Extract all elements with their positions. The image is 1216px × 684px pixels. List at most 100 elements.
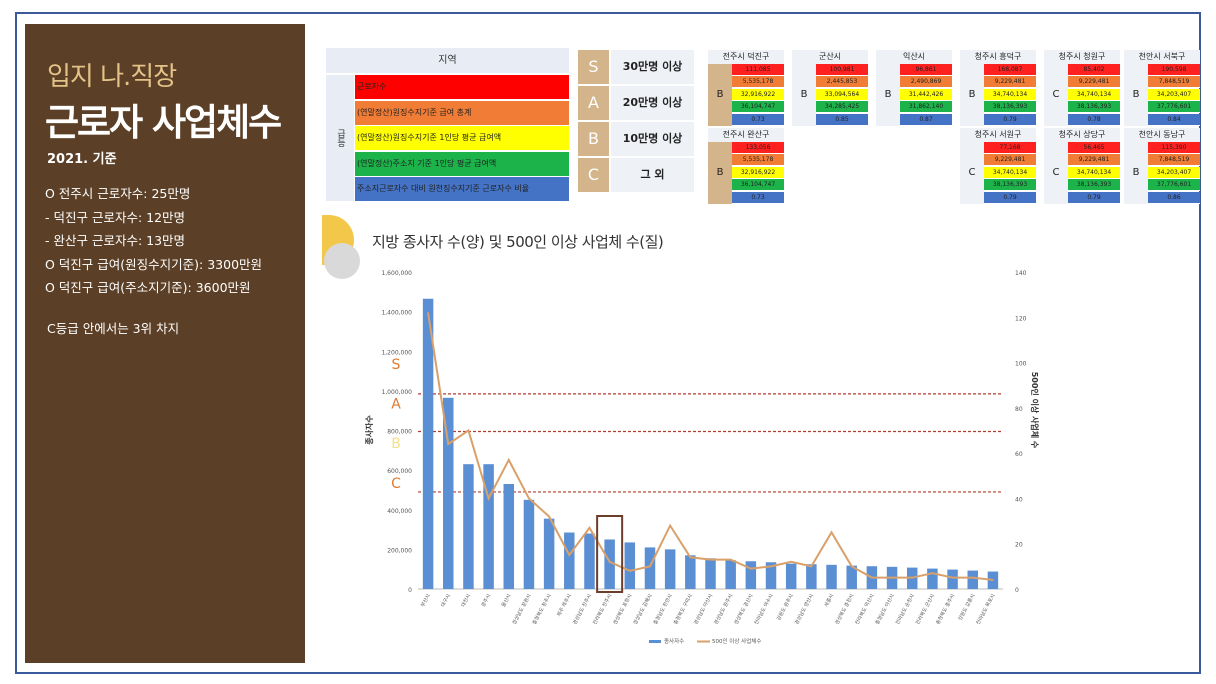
city-value: 31,862,140	[900, 101, 952, 114]
category-label: 전라북도 전주시	[591, 593, 613, 626]
panel-line: O 덕진구 급여(원징수지기준): 3300만원	[45, 256, 263, 272]
line-point	[528, 497, 530, 500]
line-point	[608, 561, 611, 563]
city-value: 0.79	[984, 113, 1036, 126]
bar	[604, 539, 615, 589]
y2-tick-label: 40	[1015, 496, 1023, 503]
grade-label: 30만명 이상	[611, 50, 694, 84]
category-label: 경상북도 춘천시	[833, 593, 855, 626]
y-tick-label: 400,000	[387, 508, 412, 515]
y2-tick-label: 120	[1015, 315, 1027, 322]
city-value: 2,490,869	[900, 76, 952, 89]
y-tick-label: 0	[408, 587, 412, 594]
y2-tick-label: 0	[1015, 587, 1019, 594]
table-row: (연말정산)주소지 기준 1인당 평균 급여액	[355, 151, 569, 176]
city-value: 9,229,481	[984, 76, 1036, 89]
category-label: 강원도 강릉시	[957, 593, 977, 622]
panel-line: O 덕진구 급여(주소지기준): 3600만원	[45, 280, 251, 295]
bar	[443, 397, 454, 589]
line-point	[830, 531, 833, 534]
city-value: 5,535,178	[732, 76, 784, 89]
category-label: 전라남도 순천시	[894, 593, 916, 626]
city-value: 111,085	[732, 64, 784, 76]
category-label: 세종시	[823, 593, 836, 608]
city-value: 0.78	[1068, 113, 1120, 126]
city-name: 익산시	[876, 50, 952, 64]
city-value: 31,442,426	[900, 88, 952, 101]
bar	[745, 561, 757, 589]
bar	[947, 569, 958, 589]
grade-box: B 10만명 이상	[578, 122, 694, 156]
grade-box: A 20만명 이상	[578, 86, 694, 120]
city-value: 38,136,393	[1068, 101, 1120, 114]
city-value: 37,776,601	[1148, 101, 1200, 114]
y-tick-label: 600,000	[387, 468, 412, 475]
bar	[664, 549, 676, 589]
legend-bar-label: 종사자수	[664, 637, 684, 645]
city-value: 36,104,747	[732, 179, 784, 192]
panel-year: 2021. 기준	[47, 152, 117, 167]
line-point	[992, 579, 994, 581]
grade-label-marker: S	[392, 357, 401, 373]
table-row: (연말정산)원징수지기준 1인당 평균 급여액	[355, 126, 569, 150]
category-label: 전라남도 여수시	[753, 593, 775, 626]
panel-note: C등급 안에서는 3위 차지	[47, 321, 180, 336]
city-value: 34,740,134	[1068, 166, 1120, 179]
line-point	[507, 459, 510, 461]
city-name: 천안시 서북구	[1124, 50, 1200, 64]
city-value: 56,465	[1068, 142, 1120, 154]
line-point	[669, 524, 671, 527]
bar	[503, 483, 515, 589]
city-name: 천안시 동남구	[1124, 128, 1200, 142]
category-label: 광주시	[480, 593, 493, 608]
line-point	[447, 443, 450, 445]
y-tick-label: 1,200,000	[381, 349, 412, 356]
grade-letter: A	[578, 86, 609, 120]
city-grade: B	[708, 64, 732, 126]
city-value: 0.79	[984, 191, 1036, 204]
y-tick-label: 200,000	[387, 547, 412, 554]
city-value: 0.85	[816, 113, 868, 126]
city-value: 77,168	[984, 142, 1036, 154]
bar	[765, 562, 777, 589]
line-point	[649, 565, 651, 568]
line-point	[729, 558, 732, 561]
category-label: 경상남도 김해시	[632, 593, 654, 626]
city-value: 38,136,393	[984, 179, 1036, 192]
line-point	[770, 565, 772, 568]
grade-letter: C	[578, 158, 609, 192]
city-value: 7,848,519	[1148, 76, 1200, 89]
category-label: 울산시	[500, 593, 513, 608]
city-value: 96,861	[900, 64, 952, 76]
city-value: 34,203,407	[1148, 88, 1200, 101]
city-value: 38,136,393	[984, 101, 1036, 114]
panel-title: 근로자 사업체수	[45, 101, 282, 144]
panel-line: - 덕진구 근로자수: 12만명	[45, 209, 186, 225]
table-header: 지역	[326, 48, 569, 73]
category-label: 부산시	[419, 593, 432, 608]
city-value: 9,229,481	[1068, 154, 1120, 167]
line-point	[850, 565, 853, 568]
line-point	[709, 558, 712, 561]
category-label: 대구시	[439, 593, 452, 608]
city-value: 0.87	[900, 113, 952, 126]
city-value: 0.86	[1148, 191, 1200, 204]
bar	[846, 565, 857, 589]
category-label: 경상남도 아산시	[692, 593, 714, 626]
grade-label-marker: B	[391, 436, 401, 452]
panel-subtitle: 입지 나.직장	[47, 62, 177, 92]
city-value: 5,535,178	[732, 154, 784, 167]
category-label: 경상북도 포항시	[612, 593, 634, 626]
city-grade: B	[960, 64, 984, 126]
y-tick-label: 1,400,000	[381, 310, 412, 317]
chart-title: 지방 종사자 수(양) 및 500인 이상 사업체 수(질)	[372, 233, 664, 251]
bar	[705, 558, 716, 589]
highlight-box	[596, 515, 624, 593]
y-axis-title: 종사자수	[364, 415, 374, 445]
line-point	[971, 576, 974, 579]
grade-letter: S	[578, 50, 609, 84]
panel-line: - 완산구 근로자수: 13만명	[45, 233, 186, 248]
line-point	[487, 497, 490, 500]
city-value: 85,402	[1068, 64, 1120, 76]
category-label: 충청남도 아산시	[874, 593, 896, 626]
